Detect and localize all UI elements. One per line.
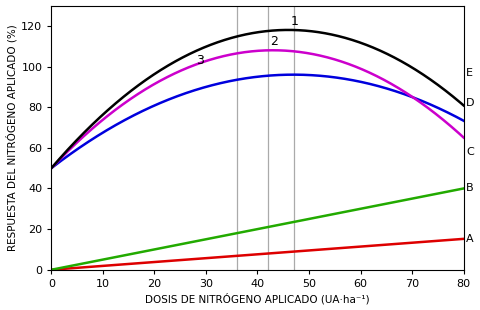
Text: 2: 2 <box>270 35 278 48</box>
Text: E: E <box>466 68 473 78</box>
Text: D: D <box>466 98 475 108</box>
Text: 3: 3 <box>196 54 204 67</box>
Text: B: B <box>466 184 474 193</box>
X-axis label: DOSIS DE NITRÓGENO APLICADO (UA·ha⁻¹): DOSIS DE NITRÓGENO APLICADO (UA·ha⁻¹) <box>145 293 370 304</box>
Y-axis label: RESPUESTA DEL NITRÓGENO APLICADO (%): RESPUESTA DEL NITRÓGENO APLICADO (%) <box>6 24 17 251</box>
Text: 1: 1 <box>291 15 299 28</box>
Text: C: C <box>466 147 474 157</box>
Text: A: A <box>466 234 474 244</box>
